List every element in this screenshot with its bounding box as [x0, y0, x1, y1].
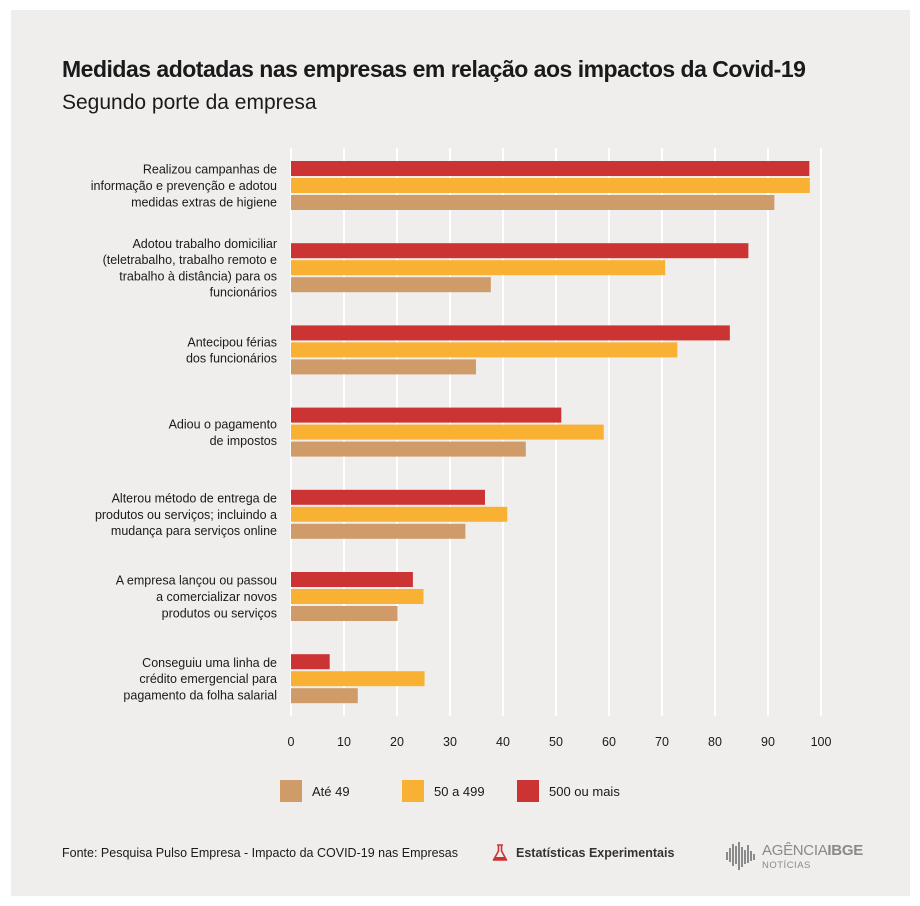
bar: [291, 243, 749, 259]
category-label: dos funcionários: [186, 352, 277, 366]
category-label: A empresa lançou ou passou: [116, 574, 277, 588]
bar: [291, 178, 810, 193]
ibge-logo-icon: [726, 842, 755, 870]
legend-swatch-ate-49: [280, 780, 302, 802]
legend-swatch-50-499: [402, 780, 424, 802]
category-label: Realizou campanhas de: [143, 163, 277, 177]
x-tick-label: 80: [708, 735, 722, 749]
category-label: Adiou o pagamento: [169, 417, 277, 431]
logo-text-light: AGÊNCIA: [762, 842, 828, 859]
legend-swatch-500-mais: [517, 780, 539, 802]
x-tick-label: 50: [549, 735, 563, 749]
bar: [291, 589, 424, 604]
bar: [291, 506, 508, 522]
x-tick-label: 30: [443, 735, 457, 749]
bar: [291, 407, 562, 423]
legend-label-50-499: 50 a 499: [434, 784, 485, 799]
bar: [291, 195, 775, 210]
chart-title: Medidas adotadas nas empresas em relação…: [62, 56, 806, 82]
chart-subtitle: Segundo porte da empresa: [62, 91, 317, 114]
category-label: trabalho à distância) para os: [119, 269, 277, 283]
bar: [291, 523, 466, 539]
agencia-ibge-logo: AGÊNCIAIBGE NOTÍCIAS: [726, 840, 866, 874]
bar: [291, 342, 678, 358]
legend-label-500-mais: 500 ou mais: [549, 784, 620, 799]
legend-label-ate-49: Até 49: [312, 784, 350, 799]
category-label: informação e prevenção e adotou: [91, 179, 277, 193]
bar: [291, 325, 730, 341]
category-label: a comercializar novos: [156, 590, 277, 604]
bar: [291, 424, 604, 440]
bar: [291, 441, 526, 457]
category-label: produtos ou serviços: [162, 606, 277, 620]
x-tick-label: 70: [655, 735, 669, 749]
bar: [291, 260, 666, 276]
bar: [291, 671, 425, 687]
bar: [291, 654, 330, 670]
logo-subtext: NOTÍCIAS: [762, 860, 811, 871]
category-label: mudança para serviços online: [111, 524, 277, 538]
category-label: Alterou método de entrega de: [112, 492, 277, 506]
bar: [291, 606, 398, 621]
category-label: produtos ou serviços; incluindo a: [95, 508, 277, 522]
category-label: crédito emergencial para: [139, 672, 277, 686]
bar: [291, 572, 413, 587]
bar: [291, 359, 476, 375]
category-label: Conseguiu uma linha de: [142, 656, 277, 670]
source-note: Fonte: Pesquisa Pulso Empresa - Impacto …: [62, 846, 459, 860]
x-tick-label: 100: [811, 735, 832, 749]
category-label: funcionários: [210, 286, 277, 300]
bar: [291, 277, 491, 293]
x-tick-label: 90: [761, 735, 775, 749]
bar: [291, 489, 485, 505]
category-label: medidas extras de higiene: [131, 195, 277, 209]
category-label: Adotou trabalho domiciliar: [132, 237, 277, 251]
x-tick-label: 10: [337, 735, 351, 749]
bar-chart: 0 10 20 30 40 50 60 70 80 90 100 Realizou campanhas…: [91, 148, 832, 749]
x-tick-label: 60: [602, 735, 616, 749]
flask-icon: [492, 844, 508, 861]
experimental-label: Estatísticas Experimentais: [516, 846, 675, 860]
category-label: Antecipou férias: [187, 335, 277, 349]
x-tick-label: 20: [390, 735, 404, 749]
category-label: pagamento da folha salarial: [123, 689, 277, 703]
logo-wordmark: AGÊNCIAIBGE: [762, 842, 863, 859]
category-label: de impostos: [210, 434, 277, 448]
logo-text-bold: IBGE: [827, 842, 863, 859]
bar: [291, 161, 810, 176]
bar: [291, 688, 358, 704]
x-tick-label: 40: [496, 735, 510, 749]
category-label: (teletrabalho, trabalho remoto e: [103, 253, 277, 267]
x-tick-label: 0: [288, 735, 295, 749]
